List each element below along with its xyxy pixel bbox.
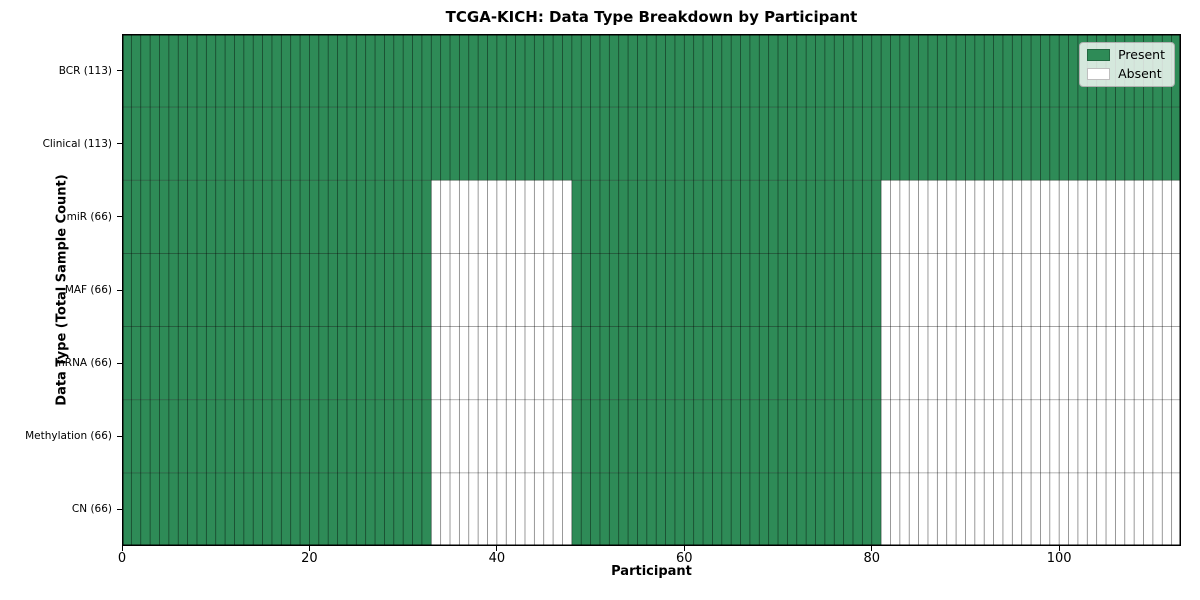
legend-item-absent: Absent [1087, 65, 1165, 81]
x-tick-label: 20 [301, 551, 318, 566]
y-tick-mark [117, 216, 122, 218]
y-tick-mark [117, 435, 122, 437]
plot-area: Present Absent [122, 34, 1181, 546]
y-tick-mark [117, 70, 122, 72]
x-axis-label: Participant [611, 564, 692, 579]
y-tick-label: BCR (113) [58, 64, 112, 77]
chart-title: TCGA-KICH: Data Type Breakdown by Partic… [445, 8, 858, 26]
x-tick-mark [121, 546, 123, 551]
x-tick-mark [308, 546, 310, 551]
x-tick-label: 0 [117, 551, 127, 566]
y-tick-label: CN (66) [71, 503, 112, 516]
x-tick-label: 100 [1046, 551, 1072, 566]
x-tick-mark [496, 546, 498, 551]
x-tick-mark [683, 546, 685, 551]
y-tick-label: mRNA (66) [54, 357, 112, 370]
absent-swatch-icon [1087, 67, 1111, 80]
heatmap-grid [122, 34, 1181, 546]
legend-label-present: Present [1118, 47, 1165, 62]
y-tick-mark [117, 143, 122, 145]
legend: Present Absent [1079, 42, 1175, 87]
x-tick-label: 40 [488, 551, 506, 566]
y-tick-label: Clinical (113) [42, 137, 112, 150]
y-tick-mark [117, 289, 122, 291]
legend-label-absent: Absent [1118, 65, 1162, 81]
x-tick-label: 80 [863, 551, 881, 566]
y-tick-mark [117, 508, 122, 510]
x-tick-mark [871, 546, 873, 551]
x-tick-label: 60 [676, 551, 693, 566]
y-tick-label: miR (66) [66, 210, 112, 223]
x-tick-mark [1058, 546, 1060, 551]
y-tick-label: Methylation (66) [25, 430, 112, 443]
present-swatch-icon [1087, 49, 1111, 62]
y-tick-label: MAF (66) [64, 284, 112, 296]
legend-item-present: Present [1087, 47, 1165, 62]
y-tick-mark [117, 362, 122, 364]
